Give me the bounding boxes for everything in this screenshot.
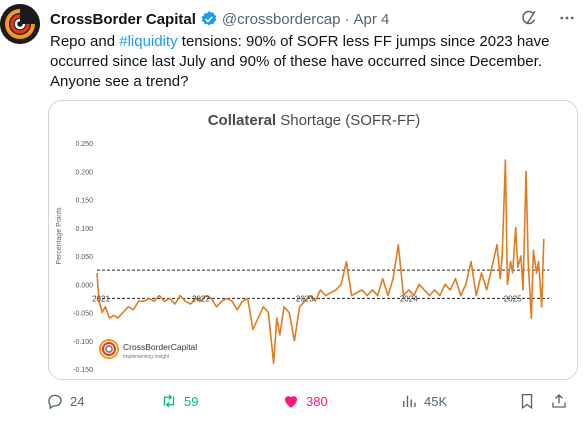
logo-ring-icon [99, 339, 119, 359]
heart-icon [285, 396, 297, 408]
y-tick-label: 0.150 [75, 198, 93, 205]
y-axis-label: Percentage Points [56, 207, 63, 265]
reply-button[interactable]: 24 [46, 389, 84, 413]
separator-dot: · [344, 10, 350, 28]
logo-name: CrossBorderCapital [123, 342, 197, 352]
avatar[interactable] [0, 4, 40, 44]
like-count: 380 [306, 393, 328, 409]
share-icon [552, 394, 566, 408]
bookmark-button[interactable] [518, 389, 536, 413]
bookmark-icon [521, 393, 533, 410]
chart-title-bold: Collateral [208, 112, 276, 129]
y-tick-label: 0.200 [75, 169, 93, 176]
views-chart-icon [403, 395, 416, 407]
tweet-text-start: Repo and [50, 33, 120, 50]
retweet-count: 59 [184, 393, 199, 409]
display-name[interactable]: CrossBorder Capital [50, 10, 196, 28]
logo-ring-icon [105, 345, 113, 353]
y-tick-label: -0.100 [73, 339, 93, 346]
y-tick-label: -0.050 [73, 311, 93, 318]
y-tick-label: 0.000 [75, 282, 93, 289]
logo-tagline: Implementing Insight [123, 354, 170, 360]
reply-count: 24 [70, 393, 85, 409]
chart: Collateral Shortage (SOFR-FF) 0.250 0.200 0… [56, 112, 549, 374]
tweet-text: Repo and #liquidity tensions: 90% of SOF… [50, 32, 578, 92]
reply-icon [48, 394, 62, 410]
x-tick-label: 2023 [296, 294, 314, 303]
action-bar: 24 59 380 45K [46, 389, 572, 413]
y-tick-label: 0.050 [75, 254, 93, 261]
chart-logo: CrossBorderCapital Implementing Insight [99, 339, 197, 360]
x-tick-label: 2021 [92, 294, 110, 303]
x-tick-label: 2024 [400, 294, 418, 303]
crossborder-logo-icon [0, 4, 40, 44]
tweet-date[interactable]: Apr 4 [353, 10, 390, 28]
chart-title-rest: Shortage (SOFR-FF) [276, 112, 420, 129]
y-tick-label: -0.150 [73, 367, 93, 374]
tweet-header: CrossBorder Capital @crossbordercap · Ap… [50, 8, 577, 30]
chart-title: Collateral Shortage (SOFR-FF) [208, 112, 421, 129]
retweet-button[interactable]: 59 [160, 389, 198, 413]
share-button[interactable] [550, 389, 568, 413]
handle[interactable]: @crossbordercap [221, 10, 341, 28]
grok-icon[interactable] [519, 8, 539, 28]
views-button[interactable]: 45K [400, 389, 447, 413]
more-options-icon[interactable] [557, 8, 577, 28]
y-tick-label: 0.100 [75, 226, 93, 233]
like-button[interactable]: 380 [282, 389, 328, 413]
tweet-media-chart[interactable]: Collateral Shortage (SOFR-FF) 0.250 0.200 0… [48, 100, 578, 380]
y-tick-label: 0.250 [75, 141, 93, 148]
view-count: 45K [424, 393, 448, 409]
x-tick-label: 2025 [504, 294, 522, 303]
hashtag-link[interactable]: #liquidity [119, 33, 178, 50]
tweet-text-end: tensions: 90% of SOFR less FF jumps sinc… [50, 33, 550, 90]
retweet-icon [163, 394, 175, 408]
verified-badge-icon [201, 11, 217, 26]
logo-ring-icon [102, 342, 116, 356]
series-line [96, 159, 545, 365]
x-tick-label: 2022 [192, 294, 210, 303]
